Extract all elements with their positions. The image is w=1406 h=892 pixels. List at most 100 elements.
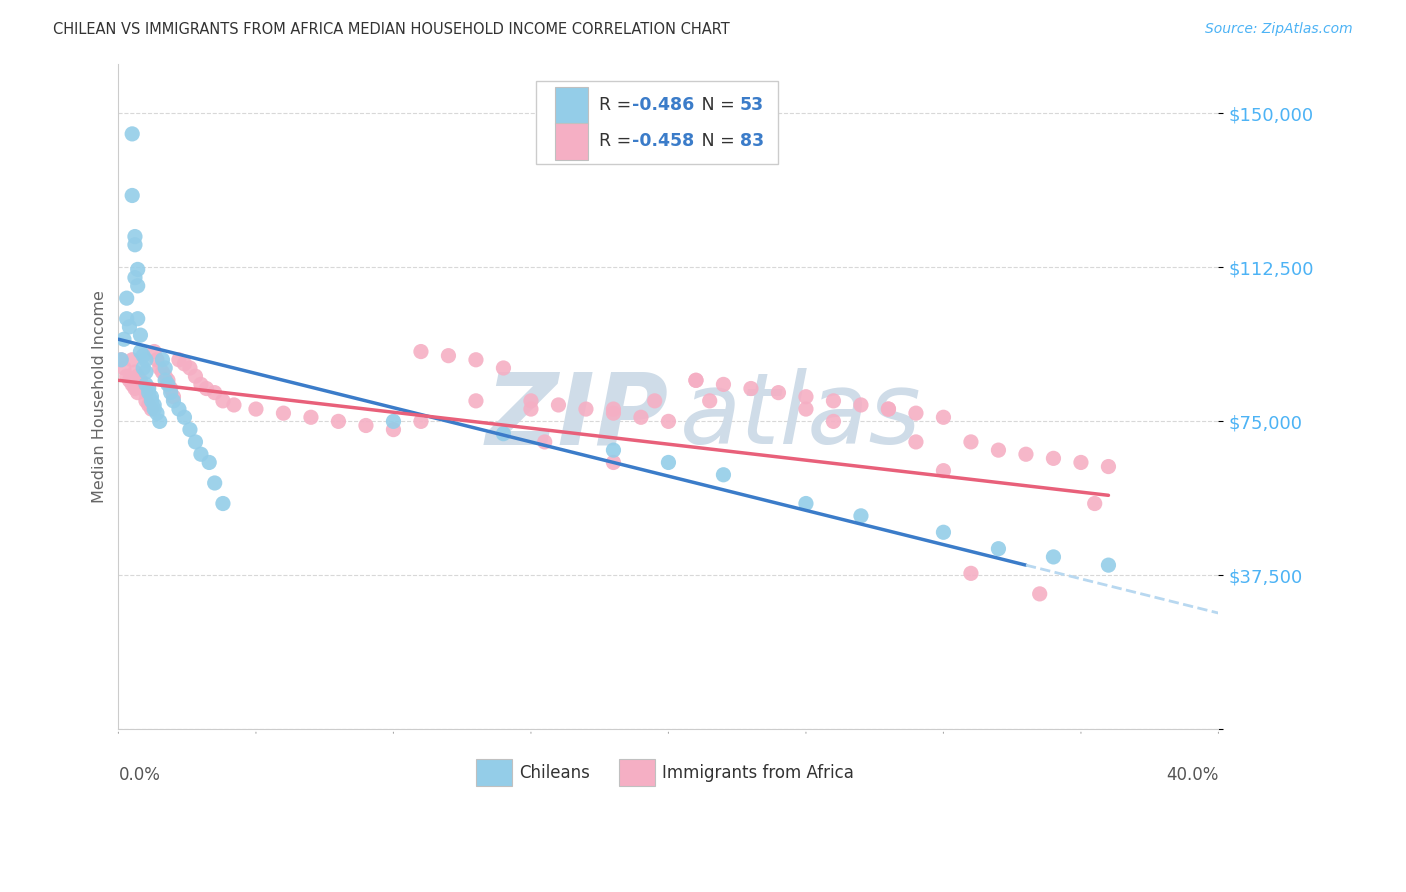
Point <box>212 393 235 408</box>
Point <box>127 385 149 400</box>
Point <box>195 382 218 396</box>
Point <box>1015 447 1038 461</box>
Point <box>184 434 207 449</box>
Point <box>146 406 169 420</box>
FancyBboxPatch shape <box>537 80 779 164</box>
Point <box>533 434 555 449</box>
Point <box>159 385 181 400</box>
Point <box>713 467 735 482</box>
Point <box>823 414 845 428</box>
Point <box>877 402 900 417</box>
Point <box>112 361 135 376</box>
Point <box>132 361 155 376</box>
Point <box>132 349 155 363</box>
Point <box>657 414 679 428</box>
Point <box>141 393 163 408</box>
Point <box>173 357 195 371</box>
FancyBboxPatch shape <box>477 759 512 786</box>
Point <box>149 414 172 428</box>
Point <box>245 402 267 417</box>
Point <box>602 406 624 420</box>
Point <box>115 369 138 384</box>
Point <box>1084 496 1107 510</box>
Point <box>204 385 226 400</box>
Point <box>520 402 543 417</box>
Point <box>179 423 201 437</box>
Point <box>141 402 163 417</box>
Point <box>190 447 212 461</box>
Point <box>149 361 172 376</box>
Text: -0.486: -0.486 <box>633 96 695 114</box>
Point <box>179 361 201 376</box>
Text: 40.0%: 40.0% <box>1166 766 1219 784</box>
Point <box>127 278 149 293</box>
Point <box>135 365 157 379</box>
Point <box>141 390 163 404</box>
Text: Source: ZipAtlas.com: Source: ZipAtlas.com <box>1205 22 1353 37</box>
Point <box>409 414 432 428</box>
Point <box>740 382 762 396</box>
Point <box>110 352 132 367</box>
Point <box>138 398 160 412</box>
Point <box>465 393 488 408</box>
Text: atlas: atlas <box>679 368 921 466</box>
Point <box>146 352 169 367</box>
Point <box>173 410 195 425</box>
Point <box>685 373 707 387</box>
Point <box>135 393 157 408</box>
Point <box>1070 455 1092 469</box>
Point <box>121 188 143 202</box>
Point <box>118 373 141 387</box>
Text: R =: R = <box>599 132 637 151</box>
Point <box>153 373 176 387</box>
Point <box>124 382 146 396</box>
Point <box>153 369 176 384</box>
Point <box>121 352 143 367</box>
Point <box>492 426 515 441</box>
Point <box>328 414 350 428</box>
Point <box>630 410 652 425</box>
Point <box>299 410 322 425</box>
Point <box>129 328 152 343</box>
Text: 0.0%: 0.0% <box>118 766 160 784</box>
Point <box>132 382 155 396</box>
Point <box>960 434 983 449</box>
Point <box>932 525 955 540</box>
Text: 53: 53 <box>740 96 763 114</box>
Point <box>121 377 143 392</box>
Y-axis label: Median Household Income: Median Household Income <box>93 290 107 503</box>
Point <box>127 369 149 384</box>
Point <box>156 373 179 387</box>
Point <box>877 402 900 417</box>
Point <box>127 311 149 326</box>
Text: Immigrants from Africa: Immigrants from Africa <box>662 764 853 781</box>
Point <box>382 423 405 437</box>
Point <box>124 270 146 285</box>
Point <box>198 455 221 469</box>
Point <box>960 566 983 581</box>
Point <box>1097 558 1119 573</box>
Point <box>575 402 598 417</box>
Point <box>794 390 817 404</box>
Point <box>129 344 152 359</box>
Point <box>152 352 174 367</box>
Point <box>135 352 157 367</box>
Point <box>143 398 166 412</box>
Point <box>1042 549 1064 564</box>
FancyBboxPatch shape <box>619 759 655 786</box>
Point <box>904 406 927 420</box>
Text: Chileans: Chileans <box>519 764 589 781</box>
Point <box>987 541 1010 556</box>
Point <box>547 398 569 412</box>
Point <box>129 373 152 387</box>
Point <box>135 377 157 392</box>
Point <box>143 344 166 359</box>
FancyBboxPatch shape <box>555 87 588 124</box>
Point <box>932 410 955 425</box>
Point <box>112 332 135 346</box>
Point <box>602 443 624 458</box>
Point <box>152 365 174 379</box>
Point <box>437 349 460 363</box>
Text: CHILEAN VS IMMIGRANTS FROM AFRICA MEDIAN HOUSEHOLD INCOME CORRELATION CHART: CHILEAN VS IMMIGRANTS FROM AFRICA MEDIAN… <box>53 22 730 37</box>
Point <box>520 393 543 408</box>
